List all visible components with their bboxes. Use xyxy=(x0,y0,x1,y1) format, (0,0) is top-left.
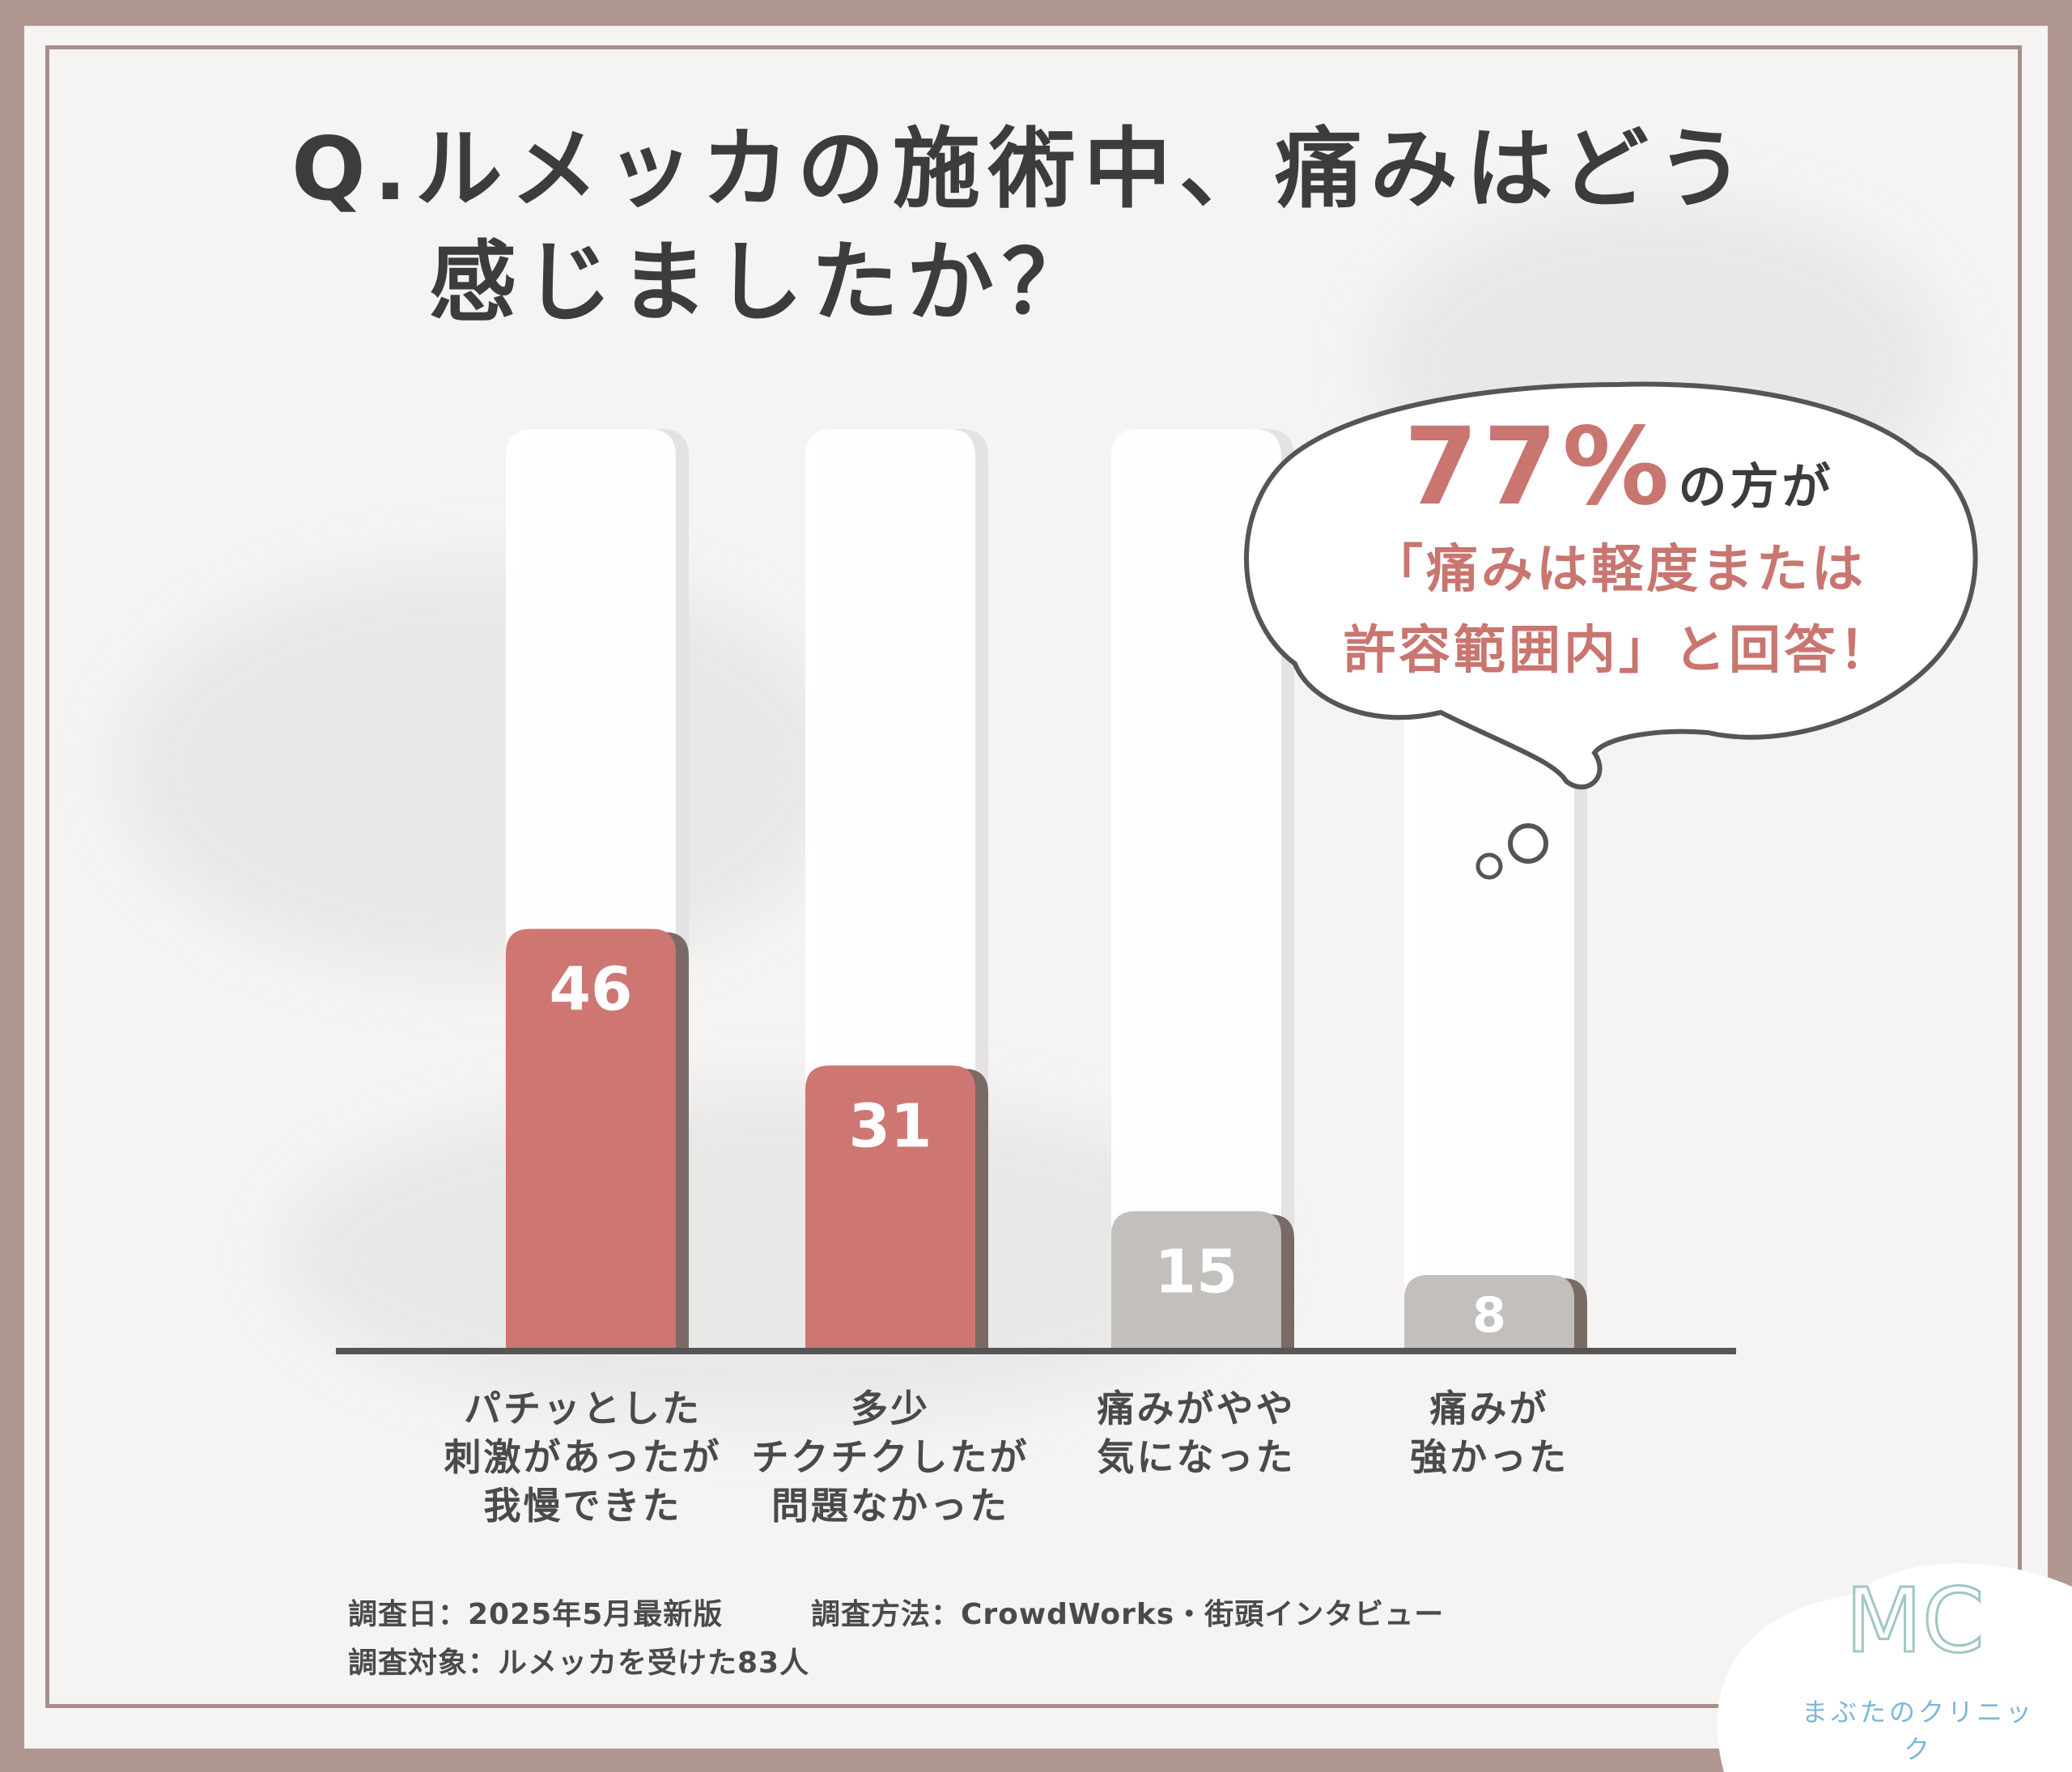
category-label-line: 刺激があったが xyxy=(444,1435,722,1479)
category-label-line: 多少 xyxy=(851,1387,930,1430)
logo-name: まぶたのクリニック xyxy=(1801,1697,2035,1765)
category-label-line: パチッとした xyxy=(464,1387,702,1430)
card-border xyxy=(45,45,2022,1708)
survey-target: 調査対象：ルメッカを受けた83人 xyxy=(348,1647,810,1680)
bar xyxy=(805,1065,975,1348)
bar-value-label: 46 xyxy=(550,955,633,1025)
bubble-dot xyxy=(1508,823,1548,864)
survey-date: 調査日：2025年5月最新版 xyxy=(348,1598,724,1631)
bubble-body xyxy=(1244,381,1978,790)
bar xyxy=(1111,1211,1281,1348)
shadow-decoration xyxy=(283,1093,1255,1417)
survey-method: 調査方法：CrowdWorks・街頭インタビュー xyxy=(811,1598,1445,1631)
category-label-line: チクチクしたが xyxy=(751,1435,1030,1479)
speech-bubble xyxy=(1244,381,1978,880)
chart-title: Q.ルメッカの施術中、痛みはどう 感じましたか？ xyxy=(291,113,1829,340)
category-label-line: 我慢できた xyxy=(483,1484,682,1528)
category-label: 痛みが 強かった xyxy=(1335,1384,1643,1481)
logo-mark: MC xyxy=(1845,1569,1985,1672)
card-background xyxy=(24,26,2048,1749)
category-label: パチッとした 刺激があったが 我慢できた xyxy=(429,1384,737,1530)
logo-background: MC xyxy=(1717,1563,2072,1772)
bar xyxy=(1404,1275,1574,1348)
category-label-line: 痛みがやや xyxy=(1097,1387,1296,1430)
title-line-2: 感じましたか？ xyxy=(429,232,1098,334)
callout-suffix: の方が xyxy=(1678,459,1834,516)
category-label-line: 痛みが xyxy=(1429,1387,1549,1430)
category-label-line: 気になった xyxy=(1097,1435,1296,1479)
bar-value-label: 31 xyxy=(849,1091,932,1161)
category-label-line: 強かった xyxy=(1410,1435,1569,1479)
bar xyxy=(506,928,676,1348)
bubble-dot xyxy=(1475,852,1503,880)
shadow-decoration xyxy=(121,567,850,971)
category-label: 痛みがやや気になった xyxy=(1042,1384,1350,1481)
category-label-line: 問題なかった xyxy=(771,1484,1009,1528)
bar-track xyxy=(1111,429,1281,1348)
callout: 77% の方が 「痛みは軽度または 許容範囲内」と回答！ xyxy=(1263,405,1975,691)
title-line-1: Q.ルメッカの施術中、痛みはどう xyxy=(291,119,1752,220)
callout-line-1: 「痛みは軽度または xyxy=(1371,540,1866,600)
bar-value-label: 8 xyxy=(1472,1287,1506,1344)
clinic-logo: MC まぶたのクリニック xyxy=(1692,1522,2072,1772)
callout-percentage: 77% xyxy=(1403,405,1675,529)
callout-line-2: 許容範囲内」と回答！ xyxy=(1344,621,1894,681)
category-label: 多少チクチクしたが 問題なかった xyxy=(737,1384,1044,1530)
bar-value-label: 15 xyxy=(1155,1237,1238,1307)
